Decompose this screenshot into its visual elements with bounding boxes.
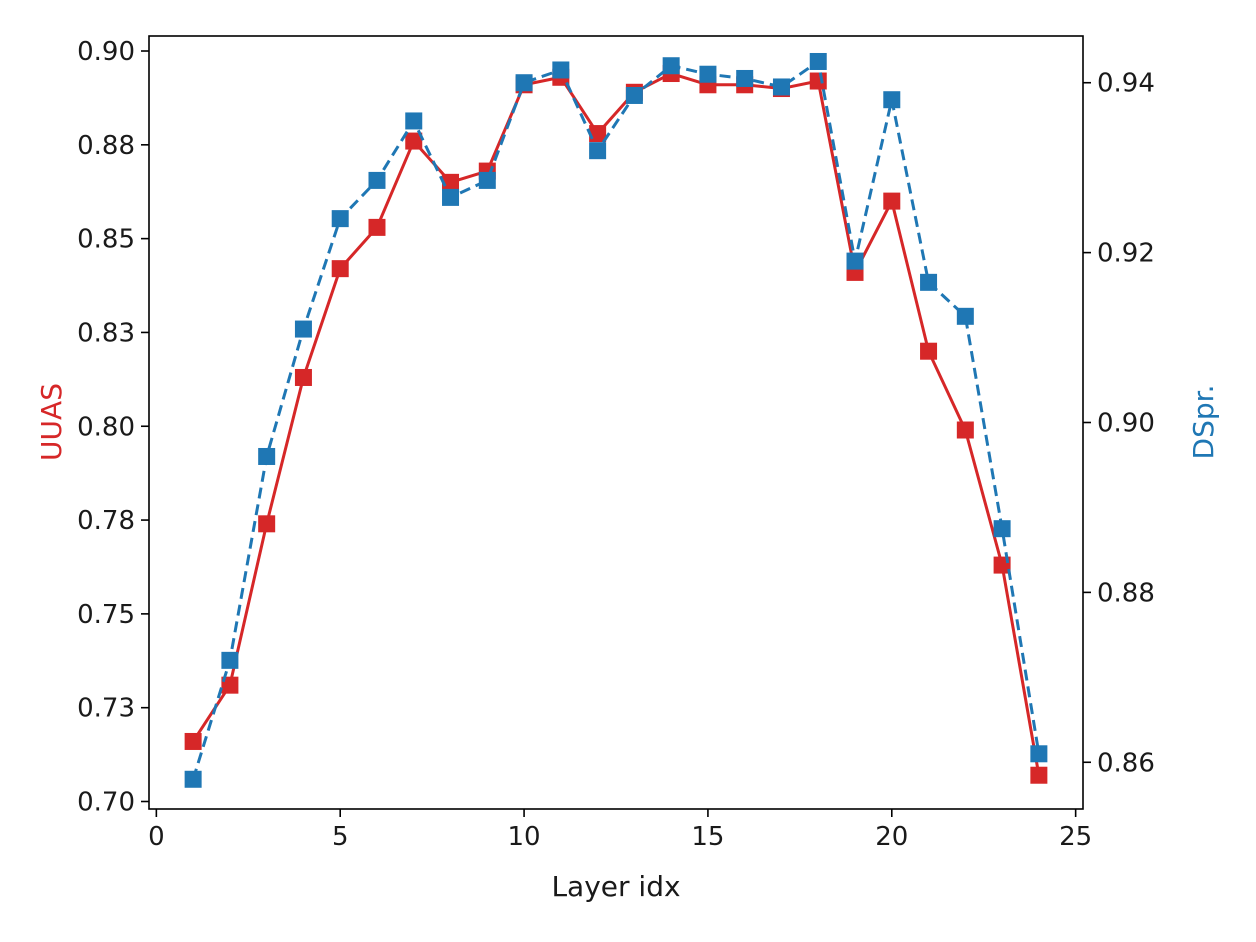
series-right-point (920, 273, 938, 291)
series-right-point (846, 252, 864, 270)
y-right-tick-label: 0.90 (1097, 409, 1155, 439)
y-left-tick-label: 0.80 (77, 412, 135, 442)
series-left-group (184, 65, 1048, 784)
x-tick-label: 10 (508, 822, 541, 852)
series-left-point (442, 173, 460, 191)
series-right-line (191, 59, 1041, 780)
y-axis-right: 0.86 0.88 0.90 0.92 0.94 (1083, 69, 1155, 778)
x-tick-label: 25 (1059, 822, 1092, 852)
series-left-point (956, 421, 974, 439)
series-right-point (625, 86, 643, 104)
series-left-point (331, 260, 349, 278)
x-axis: 0 5 10 15 20 25 (148, 809, 1092, 852)
series-right-point (405, 112, 423, 130)
series-right-point (956, 307, 974, 325)
series-right-point (552, 61, 570, 79)
y-left-tick-label: 0.83 (77, 318, 135, 348)
series-right-point (589, 142, 607, 160)
y-right-tick-label: 0.94 (1097, 69, 1155, 99)
series-right-group (184, 52, 1048, 788)
series-right-point (662, 57, 680, 75)
x-tick-label: 5 (332, 822, 349, 852)
series-left-point (883, 192, 901, 210)
series-right-point (258, 447, 276, 465)
y-right-tick-label: 0.92 (1097, 239, 1155, 269)
series-right-point (809, 52, 827, 70)
series-left-point (258, 515, 276, 533)
y-left-tick-label: 0.88 (77, 131, 135, 161)
plot-area (148, 35, 1084, 810)
y-axis-left: 0.70 0.73 0.75 0.78 0.80 0.83 0.85 0.88 0.90 (77, 37, 149, 817)
series-right-point (736, 69, 754, 87)
series-left-point (294, 368, 312, 386)
series-right-point (1030, 745, 1048, 763)
series-left-point (809, 72, 827, 90)
series-left-point (368, 218, 386, 236)
series-right-point (221, 651, 239, 669)
y-left-tick-label: 0.78 (77, 506, 135, 536)
series-right-point (993, 520, 1011, 538)
y-left-tick-label: 0.73 (77, 694, 135, 724)
series-right-point (699, 65, 717, 83)
series-left-point (920, 342, 938, 360)
y-left-tick-label: 0.70 (77, 787, 135, 817)
series-right-point (331, 210, 349, 228)
series-left-point (1030, 766, 1048, 784)
series-left-point (405, 132, 423, 150)
x-tick-label: 0 (148, 822, 165, 852)
series-right-point (184, 770, 202, 788)
y-axis-title-right: DSpr. (1187, 385, 1220, 460)
x-tick-label: 15 (691, 822, 724, 852)
y-right-tick-label: 0.88 (1097, 578, 1155, 608)
series-layer (184, 52, 1048, 788)
x-axis-title: Layer idx (551, 870, 680, 903)
series-right-point (442, 188, 460, 206)
series-left-point (221, 676, 239, 694)
y-left-tick-label: 0.90 (77, 37, 135, 67)
series-right-point (294, 320, 312, 338)
y-axis-title-left: UUAS (35, 383, 68, 461)
series-left-line (191, 72, 1041, 776)
series-right-point (478, 171, 496, 189)
plot-frame (148, 35, 1084, 810)
y-left-tick-label: 0.85 (77, 225, 135, 255)
series-right-point (883, 91, 901, 109)
series-right-point (368, 171, 386, 189)
x-tick-label: 20 (875, 822, 908, 852)
series-left-point (184, 732, 202, 750)
y-left-tick-label: 0.75 (77, 600, 135, 630)
y-right-tick-label: 0.86 (1097, 748, 1155, 778)
series-right-point (772, 78, 790, 96)
series-right-point (515, 74, 533, 92)
